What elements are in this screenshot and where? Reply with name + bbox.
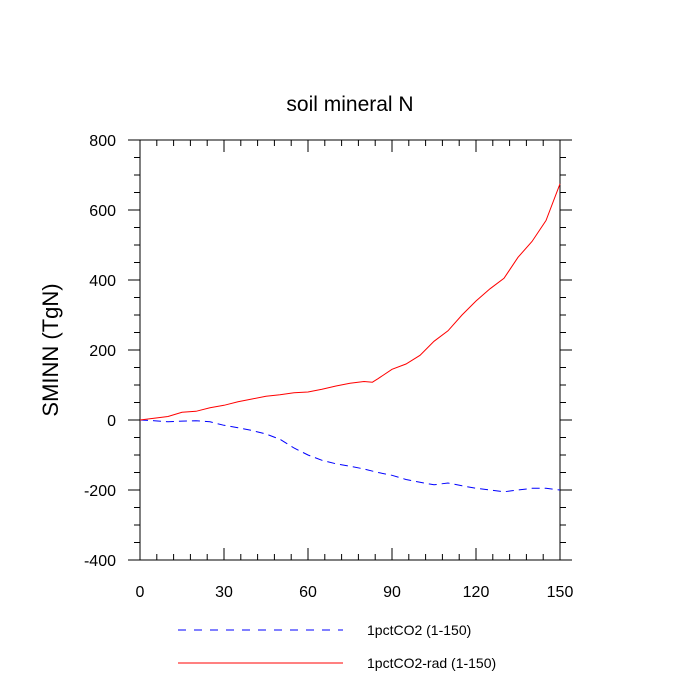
chart-title: soil mineral N [286,93,413,116]
x-tick-label: 90 [383,584,401,601]
series-lines [139,183,561,493]
x-tick-label: 60 [299,584,317,601]
x-tick-label: 120 [463,584,490,601]
legend-label-1: 1pctCO2 (1-150) [367,622,471,638]
x-tick-label: 0 [136,584,145,601]
legend: 1pctCO2 (1-150) 1pctCO2-rad (1-150) [178,622,496,671]
x-tick-label: 30 [215,584,233,601]
y-tick-label: 600 [89,203,116,220]
y-axis-label: SMINN (TgN) [38,283,63,416]
legend-label-2: 1pctCO2-rad (1-150) [367,655,496,671]
y-tick-label: 0 [107,413,116,430]
plot-frame [139,139,561,561]
x-tick-label: 150 [547,584,574,601]
y-tick-label: -200 [84,483,116,500]
series-line-2 [139,183,561,421]
axis-tick-labels: 0 30 60 90 120 150 -400 -200 0 200 400 600 800 [84,133,573,601]
series-line-1 [139,419,561,493]
y-tick-label: 400 [89,273,116,290]
axis-ticks [128,139,572,561]
y-tick-label: -400 [84,553,116,570]
y-tick-label: 800 [89,133,116,150]
y-tick-label: 200 [89,343,116,360]
